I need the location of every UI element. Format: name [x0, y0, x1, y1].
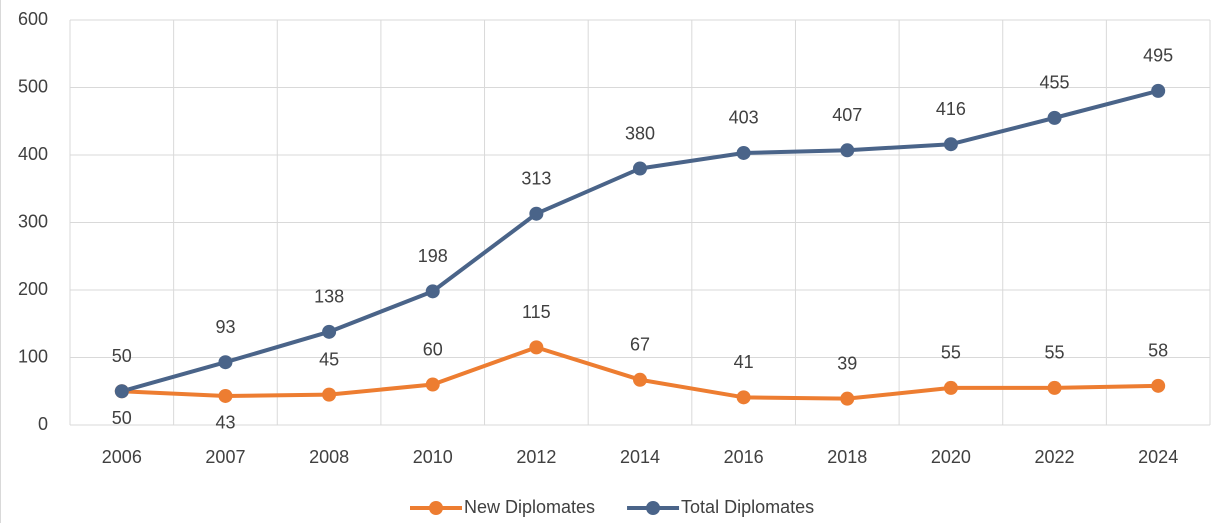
- data-label: 43: [215, 413, 235, 433]
- y-tick-label: 300: [18, 211, 48, 231]
- point: [840, 143, 855, 158]
- legend-marker: [646, 501, 661, 515]
- data-label: 60: [423, 339, 443, 359]
- y-tick-label: 600: [18, 9, 48, 29]
- y-tick-label: 200: [18, 279, 48, 299]
- point: [736, 390, 751, 405]
- data-label: 67: [630, 335, 650, 355]
- x-tick-label: 2020: [931, 447, 971, 467]
- data-label: 407: [832, 105, 862, 125]
- x-tick-label: 2010: [413, 447, 453, 467]
- data-label: 39: [837, 353, 857, 373]
- data-label: 55: [1045, 343, 1065, 363]
- data-label: 403: [729, 108, 759, 128]
- data-label: 115: [522, 302, 551, 322]
- data-label: 58: [1148, 341, 1168, 361]
- legend-label: New Diplomates: [464, 497, 595, 517]
- data-label: 495: [1143, 46, 1173, 66]
- point: [529, 206, 544, 221]
- point: [218, 388, 233, 403]
- x-tick-label: 2024: [1138, 447, 1178, 467]
- point: [1151, 378, 1166, 393]
- x-tick-label: 2008: [309, 447, 349, 467]
- data-label: 455: [1040, 73, 1070, 93]
- point: [736, 145, 751, 160]
- point: [840, 391, 855, 406]
- data-label: 50: [112, 408, 132, 428]
- data-label: 41: [734, 352, 754, 372]
- x-tick-label: 2014: [620, 447, 660, 467]
- y-tick-label: 500: [18, 76, 48, 96]
- data-label: 380: [625, 123, 655, 143]
- x-tick-label: 2007: [205, 447, 245, 467]
- point: [943, 137, 958, 152]
- data-label: 416: [936, 99, 966, 119]
- point: [1047, 380, 1062, 395]
- data-label: 55: [941, 343, 961, 363]
- data-label: 45: [319, 349, 339, 369]
- legend-marker: [429, 501, 443, 515]
- point: [1151, 83, 1166, 98]
- data-label: 198: [418, 246, 448, 266]
- point: [218, 355, 233, 370]
- point: [943, 380, 958, 395]
- x-tick-label: 2012: [516, 447, 556, 467]
- data-label: 138: [314, 287, 344, 307]
- x-tick-label: 2006: [102, 447, 142, 467]
- point: [425, 377, 440, 392]
- x-tick-label: 2016: [724, 447, 764, 467]
- point: [322, 324, 337, 339]
- y-tick-label: 100: [18, 346, 48, 366]
- point: [633, 372, 647, 387]
- data-label: 93: [215, 317, 235, 337]
- y-tick-label: 400: [18, 144, 48, 164]
- point: [114, 384, 129, 399]
- point: [322, 387, 337, 402]
- y-tick-label: 0: [38, 414, 48, 434]
- data-label: 50: [112, 346, 132, 366]
- x-tick-label: 2022: [1035, 447, 1075, 467]
- point: [529, 340, 544, 355]
- legend-label: Total Diplomates: [681, 497, 814, 517]
- point: [425, 284, 440, 299]
- point: [1047, 110, 1062, 125]
- data-label: 313: [521, 168, 551, 188]
- x-tick-label: 2018: [827, 447, 867, 467]
- point: [633, 161, 647, 176]
